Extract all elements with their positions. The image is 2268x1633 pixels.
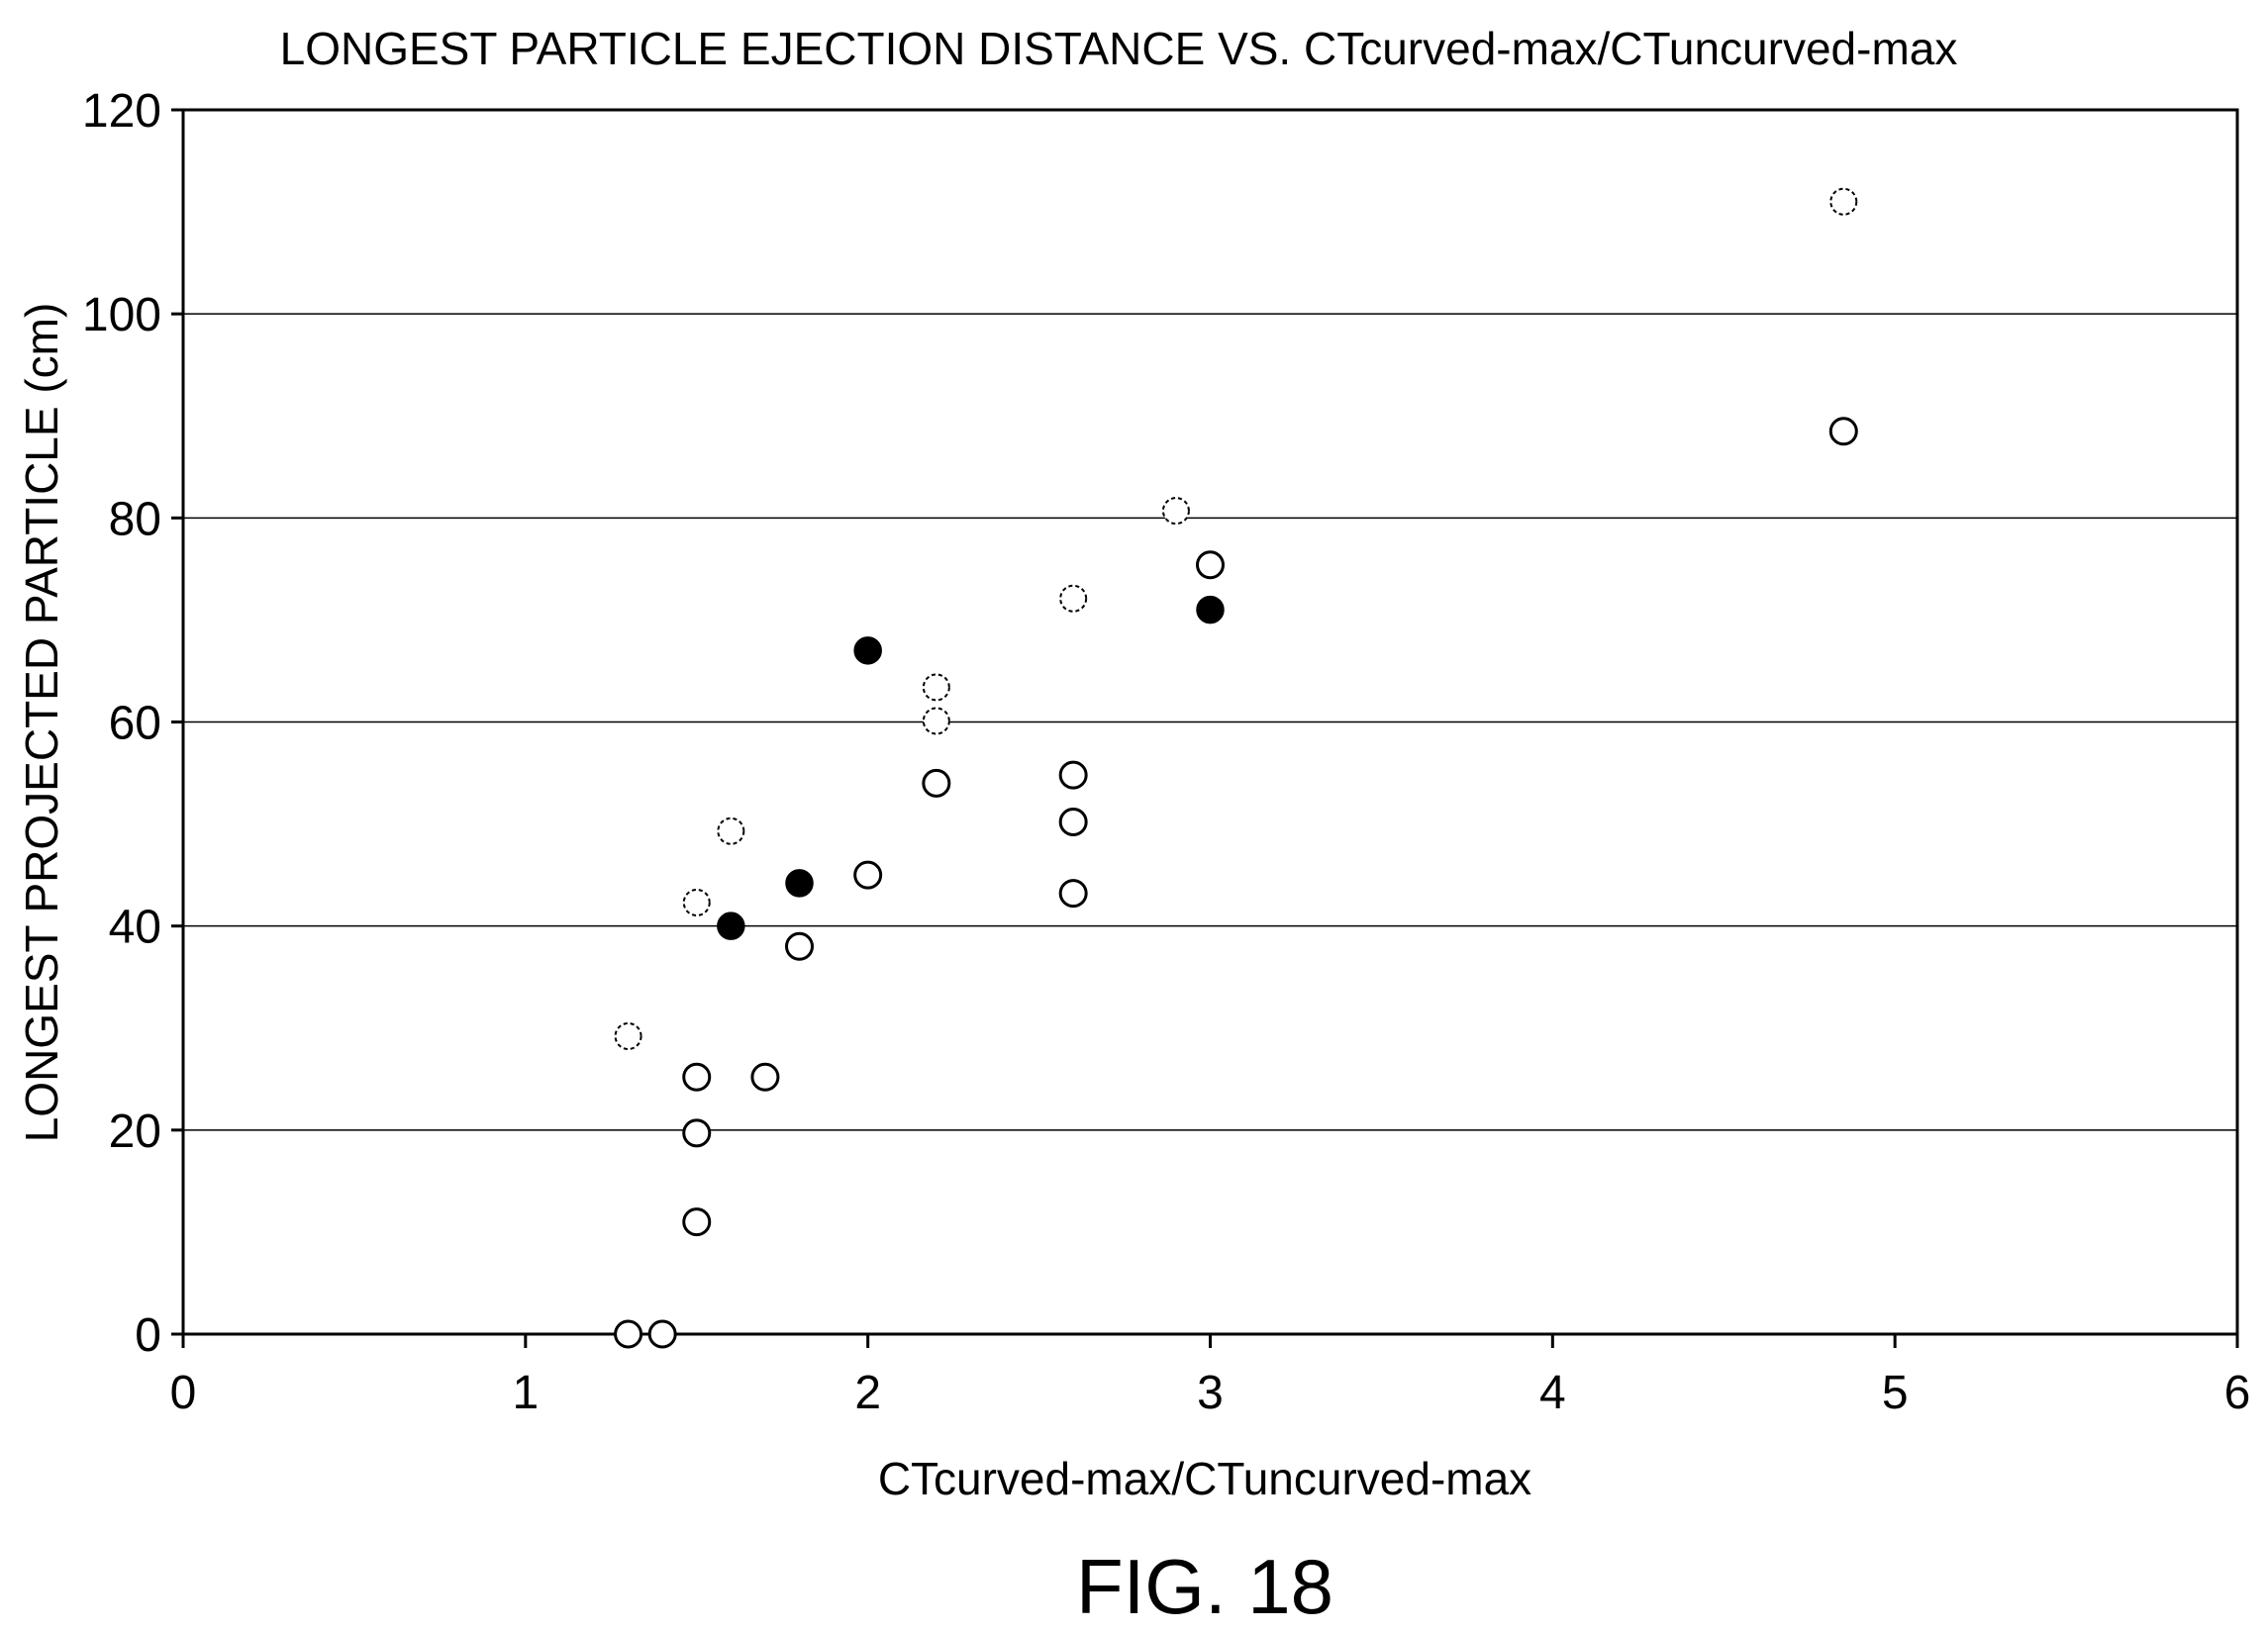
dashed-circle-point	[614, 1021, 642, 1050]
open-circle-point	[682, 1062, 712, 1092]
y-tick-label: 100	[82, 289, 161, 341]
open-circle-point	[682, 1118, 712, 1148]
y-tick-label: 120	[82, 85, 161, 138]
y-tick-label: 40	[109, 902, 161, 954]
data-points	[614, 187, 1858, 1349]
x-tick-label: 0	[170, 1367, 197, 1419]
open-circle-point	[1058, 879, 1088, 909]
x-axis-title: CTcurved-max/CTuncurved-max	[878, 1453, 1531, 1504]
chart-title: LONGEST PARTICLE EJECTION DISTANCE VS. C…	[280, 23, 1958, 74]
open-circle-point	[647, 1319, 677, 1349]
open-circle-point	[853, 860, 883, 890]
x-tick-label: 4	[1539, 1367, 1566, 1419]
dashed-circle-point	[717, 816, 745, 845]
axis-ticks: 0 20 40 60 80 100 120 0 1 2 3 4 5 6	[82, 85, 2250, 1419]
y-axis-title: LONGEST PROJECTED PARTICLE (cm)	[16, 303, 67, 1143]
open-circle-point	[1058, 808, 1088, 837]
open-circle-point	[785, 931, 814, 961]
filled-circle-point	[1196, 595, 1225, 624]
y-tick-label: 20	[109, 1105, 161, 1158]
open-circle-point	[1828, 417, 1858, 446]
x-tick-label: 5	[1882, 1367, 1909, 1419]
dashed-circle-point	[922, 673, 950, 702]
open-circle-point	[1058, 760, 1088, 790]
dashed-circle-point	[922, 707, 950, 735]
x-tick-label: 1	[512, 1367, 539, 1419]
y-tick-label: 60	[109, 698, 161, 750]
open-circle-point	[750, 1062, 780, 1092]
x-tick-label: 3	[1197, 1367, 1224, 1419]
x-tick-label: 2	[854, 1367, 881, 1419]
x-tick-label: 6	[2224, 1367, 2251, 1419]
y-tick-label: 80	[109, 493, 161, 545]
open-circle-point	[614, 1319, 643, 1349]
filled-circle-point	[717, 912, 745, 940]
open-circle-point	[1196, 550, 1225, 580]
y-tick-label: 0	[135, 1309, 161, 1362]
filled-circle-point	[785, 869, 814, 898]
open-circle-point	[682, 1207, 712, 1237]
dashed-circle-point	[1829, 187, 1858, 216]
figure-caption: FIG. 18	[1076, 1543, 1333, 1630]
filled-circle-point	[853, 636, 882, 665]
gridlines	[183, 313, 2237, 1131]
dashed-circle-point	[1161, 497, 1190, 526]
dashed-circle-point	[682, 888, 711, 916]
open-circle-point	[922, 768, 951, 798]
dashed-circle-point	[1059, 584, 1088, 613]
